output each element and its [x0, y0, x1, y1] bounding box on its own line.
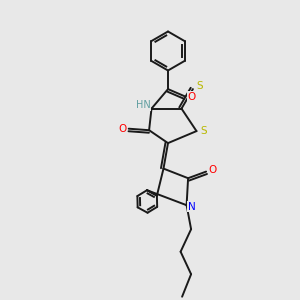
Text: S: S: [201, 125, 207, 136]
Text: S: S: [196, 81, 203, 91]
Text: O: O: [118, 124, 126, 134]
Text: N: N: [188, 202, 196, 212]
Text: HN: HN: [136, 100, 151, 110]
Text: O: O: [188, 92, 196, 102]
Text: O: O: [208, 165, 217, 175]
